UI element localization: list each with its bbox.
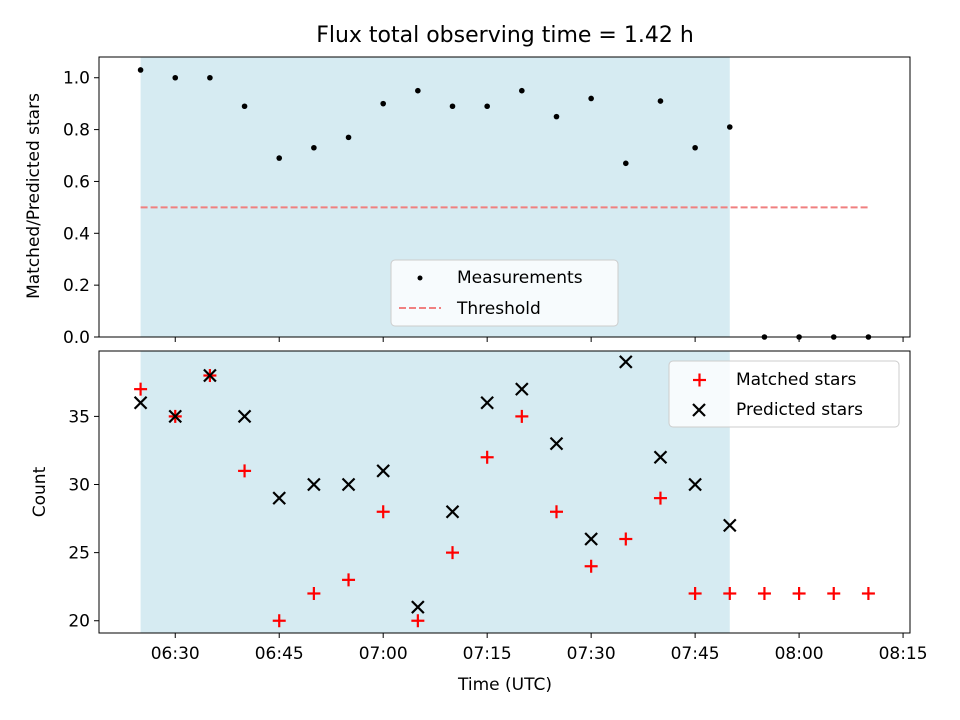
matched-star-point	[688, 586, 702, 600]
matched-star-point	[827, 586, 841, 600]
bottom-y-tick-label: 35	[68, 407, 90, 427]
matched-star-point	[480, 450, 494, 464]
x-tick-label: 07:30	[567, 644, 616, 664]
predicted-star-point	[619, 355, 633, 369]
matched-star-point	[723, 586, 737, 600]
x-tick-label: 08:00	[775, 644, 824, 664]
measurement-point	[519, 87, 525, 94]
predicted-star-point	[549, 436, 564, 451]
matched-star-point	[792, 586, 806, 600]
matched-star-point	[411, 614, 425, 628]
predicted-star-point	[133, 395, 148, 410]
matched-star-point	[446, 546, 460, 560]
matched-star-point	[515, 409, 529, 423]
bottom-panel: 20 25 30 35 06:30 06:45 07:00 07:15 07:30 07:45 0…	[30, 350, 928, 695]
top-y-tick-label: 0.2	[63, 276, 90, 296]
predicted-star-point	[480, 395, 494, 410]
top-y-tick-label: 1.0	[63, 69, 90, 89]
measurement-point	[588, 95, 594, 102]
x-tick-label: 07:15	[463, 644, 512, 664]
legend-matched-marker	[693, 373, 706, 387]
bottom-y-tick-label: 30	[68, 476, 90, 496]
predicted-star-point	[237, 409, 252, 424]
x-tick-label: 07:45	[671, 644, 720, 664]
top-y-tick-label: 0.0	[63, 328, 90, 348]
matched-star-point	[653, 491, 667, 505]
bottom-legend-box	[668, 360, 900, 428]
matched-star-point	[376, 505, 390, 519]
measurement-point	[311, 144, 317, 151]
predicted-star-point	[272, 491, 287, 505]
matched-star-point	[134, 382, 148, 396]
top-panel: 0.0 0.2 0.4 0.6 0.8 1.0 Matched/Predicted sta…	[24, 56, 911, 348]
measurement-point	[380, 100, 386, 107]
top-y-tick-label: 0.8	[63, 121, 90, 141]
matched-star-point	[238, 464, 252, 478]
predicted-star-point	[411, 600, 425, 614]
predicted-star-point	[168, 409, 183, 424]
measurement-point	[449, 103, 456, 110]
bottom-axes-frame	[98, 350, 911, 634]
x-tick-label: 06:45	[255, 644, 304, 664]
bottom-legend: Matched stars Predicted stars	[668, 360, 900, 428]
legend-predicted-label: Predicted stars	[736, 400, 863, 420]
predicted-star-point	[653, 450, 668, 465]
matched-star-point	[272, 614, 286, 628]
matched-star-point	[584, 559, 598, 573]
top-legend: Measurements Threshold	[390, 259, 619, 327]
top-y-tick-label: 0.6	[63, 172, 90, 192]
matched-star-point	[757, 586, 771, 600]
x-axis-label: Time (UTC)	[457, 675, 552, 695]
top-legend-box	[390, 259, 619, 327]
predicted-star-point	[722, 518, 737, 533]
predicted-star-point	[307, 477, 321, 492]
matched-star-point	[549, 505, 563, 519]
measurement-point	[623, 160, 629, 167]
measurement-point	[345, 134, 352, 141]
x-tick-label: 07:00	[359, 644, 408, 664]
x-tick-label: 06:30	[151, 644, 200, 664]
measurement-point	[484, 103, 490, 110]
top-y-axis-label: Matched/Predicted stars	[24, 93, 44, 299]
bottom-y-tick-label: 25	[68, 544, 90, 564]
bottom-shaded-span	[140, 351, 730, 633]
measurement-point	[415, 87, 421, 94]
measurement-point	[241, 103, 248, 110]
predicted-star-point	[584, 532, 598, 546]
top-y-tick-label: 0.4	[63, 224, 90, 244]
legend-threshold-label: Threshold	[456, 299, 541, 319]
predicted-star-point	[203, 368, 217, 383]
x-tick-label: 08:15	[879, 644, 928, 664]
measurement-point	[137, 67, 144, 73]
measurement-point	[207, 74, 213, 81]
predicted-star-point	[688, 477, 702, 492]
measurement-point	[172, 74, 179, 81]
predicted-star-point	[515, 382, 529, 396]
legend-matched-label: Matched stars	[736, 370, 856, 390]
matched-star-point	[861, 586, 875, 600]
bottom-y-axis-label: Count	[30, 466, 50, 517]
matched-star-point	[307, 586, 321, 600]
measurement-point	[692, 144, 698, 151]
top-axes-frame	[98, 56, 911, 338]
legend-measurements-label: Measurements	[457, 268, 583, 288]
measurement-point	[553, 113, 560, 120]
matched-star-point	[619, 532, 633, 546]
measurement-point	[657, 98, 664, 104]
bottom-y-tick-label: 20	[68, 612, 90, 632]
legend-measurements-marker	[417, 275, 423, 281]
matched-star-point	[342, 573, 356, 587]
legend-predicted-marker	[692, 403, 706, 417]
measurement-point	[276, 155, 283, 161]
measurement-point	[726, 124, 733, 130]
predicted-star-point	[445, 504, 460, 519]
chart-title: Flux total observing time = 1.42 h	[316, 23, 694, 48]
predicted-star-point	[341, 477, 356, 492]
predicted-star-point	[376, 464, 390, 478]
